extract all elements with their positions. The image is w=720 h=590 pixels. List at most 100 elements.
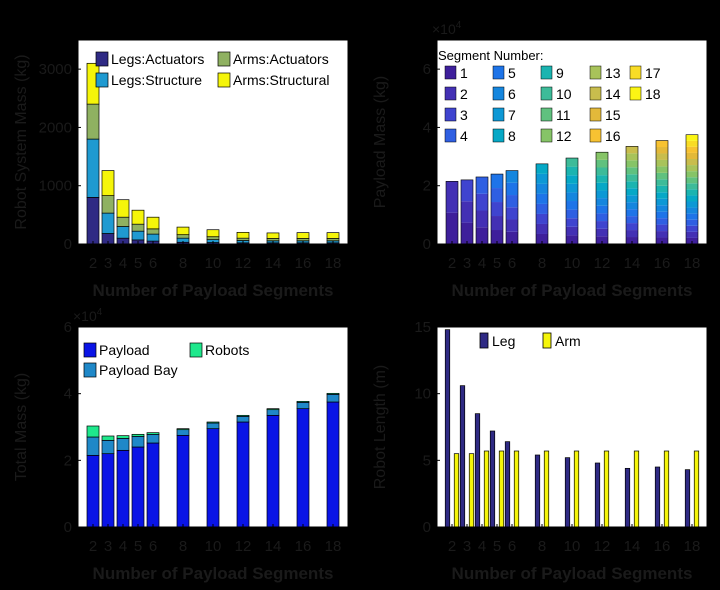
legend-swatch xyxy=(444,86,457,101)
bar-segment xyxy=(656,147,668,154)
bar-segment xyxy=(656,237,668,244)
legend-swatch xyxy=(95,51,109,67)
bar-segment xyxy=(626,209,638,217)
bar-robots xyxy=(206,421,220,424)
bar-arm xyxy=(543,450,550,528)
legend-swatch xyxy=(540,107,553,122)
legend-swatch xyxy=(444,128,457,143)
y-axis-label: Robot System Mass (kg) xyxy=(13,54,30,229)
bar-segment xyxy=(656,159,668,167)
bar-segment xyxy=(656,166,668,173)
x-tick-label: 16 xyxy=(654,538,671,555)
bar-payload xyxy=(101,453,115,528)
bar-segment xyxy=(656,198,668,206)
legend-swatch xyxy=(479,332,489,349)
legend-swatch xyxy=(542,332,552,349)
bar-segment xyxy=(491,188,503,203)
legend-label: 8 xyxy=(508,128,516,144)
y-tick-label: 15 xyxy=(414,319,431,336)
x-tick-label: 16 xyxy=(295,538,312,555)
bar-segment xyxy=(686,171,698,178)
bar-arms-actuators xyxy=(116,216,130,227)
bar-segment xyxy=(476,210,488,228)
x-tick-label: 12 xyxy=(235,255,252,272)
bar-payload-bay xyxy=(236,415,250,423)
bar-leg xyxy=(474,413,481,528)
x-tick-label: 4 xyxy=(119,255,127,272)
bar-arm xyxy=(483,450,490,528)
legend-swatch xyxy=(492,107,505,122)
x-tick-label: 16 xyxy=(295,255,312,272)
bar-segment xyxy=(461,179,473,202)
x-tick-label: 12 xyxy=(235,538,252,555)
bar-payload-bay xyxy=(116,437,130,451)
y-tick-label: 6 xyxy=(423,61,431,78)
y-axis-label: Robot Length (m) xyxy=(372,365,389,490)
bar-segment xyxy=(476,227,488,244)
legend: Segment Number:1234567891011121314151617… xyxy=(438,48,661,144)
robot-mass-chart: 0 1000 2000 3000 2 3 4 5 6 8 10 12 14 16 18 Number of P… xyxy=(13,39,349,300)
bar-segment xyxy=(506,207,518,220)
bar-legs-structure xyxy=(116,226,130,239)
y-tick-label: 4 xyxy=(423,119,431,136)
bar-segment xyxy=(491,230,503,244)
x-tick-label: 5 xyxy=(134,255,142,272)
bar-segment xyxy=(506,231,518,244)
bar-segment xyxy=(626,223,638,231)
legend-swatch xyxy=(540,65,553,80)
bar-segment xyxy=(626,181,638,189)
y-tick-label: 0 xyxy=(423,236,431,253)
bar-segment xyxy=(536,183,548,194)
bar-segment xyxy=(596,205,608,214)
bar-segment xyxy=(656,211,668,219)
legend-swatch xyxy=(629,65,642,80)
bar-segment xyxy=(536,163,548,174)
bar-segment xyxy=(596,228,608,237)
x-tick-label: 3 xyxy=(463,538,471,555)
bar-arms-actuators xyxy=(146,228,160,235)
bar-segment xyxy=(656,153,668,160)
bar-payload xyxy=(131,446,145,528)
bar-legs-actuators xyxy=(86,197,100,245)
legend-swatch xyxy=(492,65,505,80)
bar-segment xyxy=(566,226,578,236)
y-tick-label: 0 xyxy=(64,236,72,253)
y-tick-label: 0 xyxy=(423,519,431,536)
bar-leg xyxy=(459,385,466,528)
x-tick-label: 8 xyxy=(179,538,187,555)
legend-label: Leg xyxy=(492,333,515,349)
bar-segment xyxy=(626,202,638,210)
bar-segment xyxy=(686,152,698,159)
legend-label: Payload xyxy=(99,342,150,358)
bar-segment xyxy=(626,153,638,161)
x-tick-label: 3 xyxy=(463,255,471,272)
bar-segment xyxy=(686,231,698,238)
bar-segment xyxy=(536,193,548,204)
bar-leg xyxy=(654,466,661,528)
y-tick-label: 10 xyxy=(414,386,431,403)
legend-swatch xyxy=(83,362,97,378)
y-tick-label: 5 xyxy=(423,452,431,469)
x-tick-label: 4 xyxy=(119,538,127,555)
y-exponent-label: ×104 xyxy=(73,307,103,324)
x-tick-label: 3 xyxy=(104,538,112,555)
bar-segment xyxy=(656,218,668,225)
bar-segment xyxy=(596,167,608,176)
x-tick-label: 5 xyxy=(493,538,501,555)
bar-payload xyxy=(326,401,340,528)
bar-robots xyxy=(326,392,340,395)
bar-segment xyxy=(686,213,698,220)
legend-label: 10 xyxy=(556,86,572,102)
bar-segment xyxy=(536,233,548,244)
bar-robots xyxy=(116,435,130,439)
x-axis-label: Number of Payload Segments xyxy=(452,281,693,300)
legend-title: Segment Number: xyxy=(438,48,544,63)
bar-payload xyxy=(296,408,310,528)
x-tick-label: 6 xyxy=(149,538,157,555)
x-tick-label: 2 xyxy=(448,255,456,272)
bar-robots xyxy=(176,428,190,431)
bar-segment xyxy=(566,201,578,210)
